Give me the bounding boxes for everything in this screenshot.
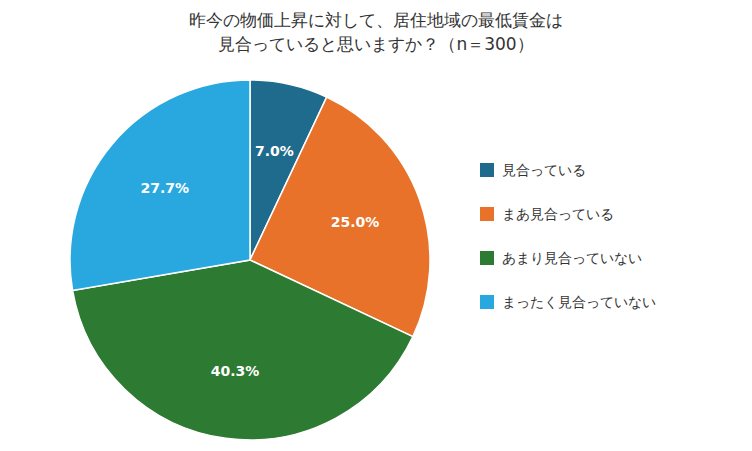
data-label: 40.3% (211, 363, 260, 379)
legend-item: 見合っている (480, 162, 586, 178)
legend-swatch (480, 251, 494, 265)
legend-label: まあ見合っている (502, 206, 614, 222)
pie (70, 80, 430, 440)
chart: 昨今の物価上昇に対して、居住地域の最低賃金は見合っていると思いますか？（n＝30… (0, 0, 752, 451)
subtitle: 見合っていると思いますか？（n＝300） (218, 34, 533, 54)
legend-label: まったく見合っていない (502, 294, 656, 310)
data-label: 27.7% (140, 180, 189, 196)
legend-swatch (480, 207, 494, 221)
legend-item: まあ見合っている (480, 206, 614, 222)
legend: 見合っているまあ見合っているあまり見合っていないまったく見合っていない (480, 162, 656, 310)
data-label: 7.0% (255, 143, 294, 159)
legend-swatch (480, 163, 494, 177)
legend-label: あまり見合っていない (502, 250, 642, 266)
data-labels: 7.0% 25.0% 40.3% 27.7% (140, 143, 379, 378)
title: 昨今の物価上昇に対して、居住地域の最低賃金は (189, 10, 563, 30)
legend-swatch (480, 295, 494, 309)
pie-slice (73, 260, 413, 440)
legend-label: 見合っている (502, 162, 586, 178)
data-label: 25.0% (331, 214, 380, 230)
legend-item: まったく見合っていない (480, 294, 656, 310)
pie-slice (70, 80, 250, 290)
legend-item: あまり見合っていない (480, 250, 642, 266)
